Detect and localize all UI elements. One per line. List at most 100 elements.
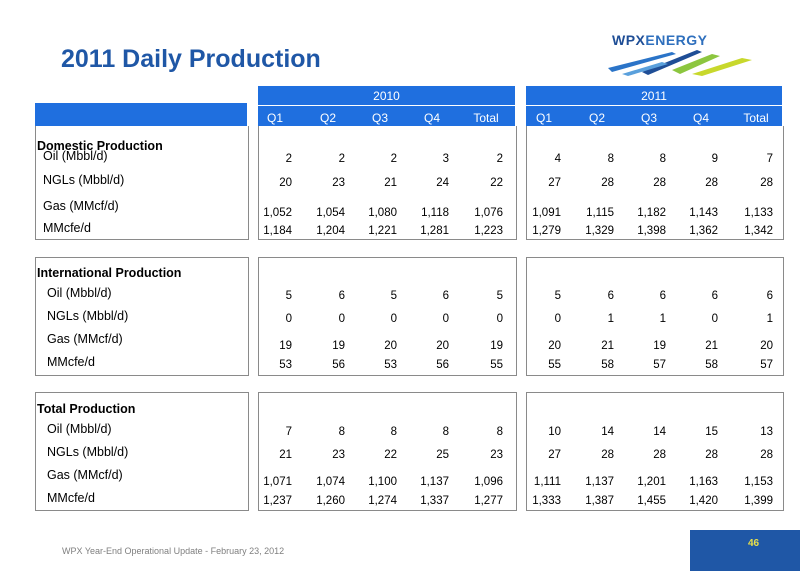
row-label: MMcfe/d [47, 491, 95, 505]
table-cell: 9 [711, 153, 718, 165]
table-cell: 1,398 [637, 225, 666, 237]
table-cell: 1,096 [474, 476, 503, 488]
header-divider [526, 105, 782, 106]
table-cell: 5 [285, 290, 292, 302]
table-cell: 5 [390, 290, 397, 302]
table-cell: 21 [705, 340, 718, 352]
table-cell: 1,281 [420, 225, 449, 237]
section-heading: International Production [37, 266, 182, 280]
table-cell: 53 [384, 359, 397, 371]
total-2010-panel [258, 392, 517, 511]
table-cell: 19 [332, 340, 345, 352]
quarter-header-2011-1: Q1 [535, 111, 552, 125]
table-cell: 1,052 [263, 207, 292, 219]
table-cell: 1,333 [532, 495, 561, 507]
table-cell: 5 [554, 290, 561, 302]
table-cell: 19 [490, 340, 503, 352]
table-cell: 28 [653, 449, 666, 461]
row-label: NGLs (Mbbl/d) [43, 173, 125, 187]
table-cell: 1,279 [532, 225, 561, 237]
quarter-header-2010-1: Q1 [266, 111, 283, 125]
table-cell: 1,100 [368, 476, 397, 488]
table-cell: 28 [601, 177, 614, 189]
table-cell: 1,182 [637, 207, 666, 219]
table-cell: 0 [285, 313, 292, 325]
table-cell: 14 [601, 426, 614, 438]
table-cell: 1,080 [368, 207, 397, 219]
table-cell: 8 [607, 153, 614, 165]
table-cell: 21 [601, 340, 614, 352]
table-cell: 0 [338, 313, 345, 325]
table-cell: 1,133 [744, 207, 773, 219]
table-cell: 20 [436, 340, 449, 352]
table-cell: 27 [548, 449, 561, 461]
table-cell: 6 [607, 290, 614, 302]
table-cell: 1,111 [533, 476, 561, 488]
table-cell: 53 [279, 359, 292, 371]
table-cell: 28 [760, 449, 773, 461]
table-cell: 1,221 [368, 225, 397, 237]
table-cell: 1,137 [585, 476, 614, 488]
table-cell: 13 [760, 426, 773, 438]
table-cell: 6 [338, 290, 345, 302]
section-heading: Total Production [37, 402, 136, 416]
table-cell: 1,204 [316, 225, 345, 237]
logo-wordmark-wpx: WPX [612, 32, 646, 48]
row-label: MMcfe/d [47, 355, 95, 369]
table-cell: 57 [760, 359, 773, 371]
table-cell: 7 [766, 153, 773, 165]
year-label-2010: 2010 [373, 89, 400, 103]
table-cell: 27 [548, 177, 561, 189]
table-cell: 1,399 [744, 495, 773, 507]
table-cell: 1,054 [316, 207, 345, 219]
table-cell: 55 [490, 359, 503, 371]
logo-wordmark-energy: ENERGY [645, 32, 708, 48]
row-label: Gas (MMcf/d) [47, 332, 123, 346]
table-cell: 20 [279, 177, 292, 189]
table-cell: 21 [384, 177, 397, 189]
table-cell: 1,118 [421, 207, 449, 219]
table-cell: 0 [496, 313, 503, 325]
row-label: Gas (MMcf/d) [47, 468, 123, 482]
table-cell: 1,260 [316, 495, 345, 507]
table-cell: 0 [711, 313, 718, 325]
page-title: 2011 Daily Production [61, 45, 321, 73]
domestic-2010-panel [258, 126, 517, 240]
table-cell: 8 [659, 153, 666, 165]
row-label: Oil (Mbbl/d) [47, 422, 112, 436]
table-cell: 1,091 [532, 207, 561, 219]
international-label-panel [35, 257, 249, 376]
domestic-label-panel [35, 126, 249, 240]
table-cell: 1 [607, 313, 614, 325]
table-cell: 8 [496, 426, 503, 438]
table-cell: 1,163 [689, 476, 718, 488]
table-cell: 1,137 [420, 476, 449, 488]
quarter-header-2011-2: Q2 [588, 111, 605, 125]
table-cell: 28 [760, 177, 773, 189]
quarter-header-2010-2: Q2 [319, 111, 336, 125]
table-cell: 2 [390, 153, 397, 165]
quarter-header-2011-5: Total [743, 111, 769, 125]
quarter-header-2010-5: Total [473, 111, 499, 125]
table-cell: 1,153 [744, 476, 773, 488]
row-label: NGLs (Mbbl/d) [47, 309, 129, 323]
table-cell: 15 [705, 426, 718, 438]
page-number: 46 [748, 538, 760, 549]
table-cell: 6 [442, 290, 449, 302]
logo-wordmark: WPXENERGY [612, 32, 708, 48]
table-cell: 8 [390, 426, 397, 438]
row-label: NGLs (Mbbl/d) [47, 445, 129, 459]
wpx-energy-logo: WPXENERGY [602, 30, 782, 76]
table-cell: 19 [653, 340, 666, 352]
year-label-2011: 2011 [641, 89, 667, 103]
table-cell: 20 [548, 340, 561, 352]
table-cell: 1,387 [585, 495, 614, 507]
total-label-panel [35, 392, 249, 511]
table-cell: 4 [554, 153, 561, 165]
table-cell: 1,237 [263, 495, 292, 507]
table-cell: 1,074 [316, 476, 345, 488]
table-cell: 56 [332, 359, 345, 371]
row-label: MMcfe/d [43, 221, 91, 235]
table-cell: 1,420 [689, 495, 718, 507]
table-cell: 20 [384, 340, 397, 352]
